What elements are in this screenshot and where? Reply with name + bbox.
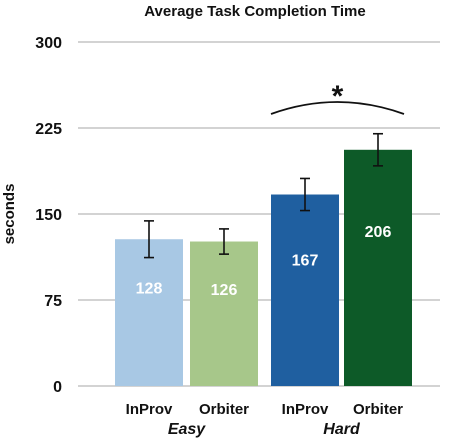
y-tick-2: 150 <box>35 207 62 224</box>
x-category-2: InProv <box>282 401 329 418</box>
y-tick-4: 300 <box>35 35 62 52</box>
x-category-1: Orbiter <box>199 401 249 418</box>
group-label-1: Hard <box>323 421 361 438</box>
value-label-2: 167 <box>292 252 319 269</box>
x-category-3: Orbiter <box>353 401 403 418</box>
x-category-0: InProv <box>126 401 173 418</box>
y-tick-1: 75 <box>44 293 62 310</box>
y-axis-label: seconds <box>1 184 18 245</box>
bars <box>115 150 412 386</box>
value-label-0: 128 <box>136 281 163 298</box>
value-label-1: 126 <box>211 282 238 299</box>
bar-0 <box>115 239 183 386</box>
bar-1 <box>190 242 258 386</box>
bar-2 <box>271 195 339 386</box>
group-label-0: Easy <box>168 421 206 438</box>
x-category-labels: InProv Orbiter InProv Orbiter <box>126 401 404 418</box>
y-tick-3: 225 <box>35 121 62 138</box>
significance-star: * <box>332 80 344 113</box>
significance-annotation: * <box>271 80 404 114</box>
chart-title: Average Task Completion Time <box>144 3 365 20</box>
group-labels: Easy Hard <box>168 421 361 438</box>
y-tick-0: 0 <box>53 379 62 396</box>
value-label-3: 206 <box>365 224 392 241</box>
y-tick-labels: 0 75 150 225 300 <box>35 35 62 396</box>
bar-3 <box>344 150 412 386</box>
